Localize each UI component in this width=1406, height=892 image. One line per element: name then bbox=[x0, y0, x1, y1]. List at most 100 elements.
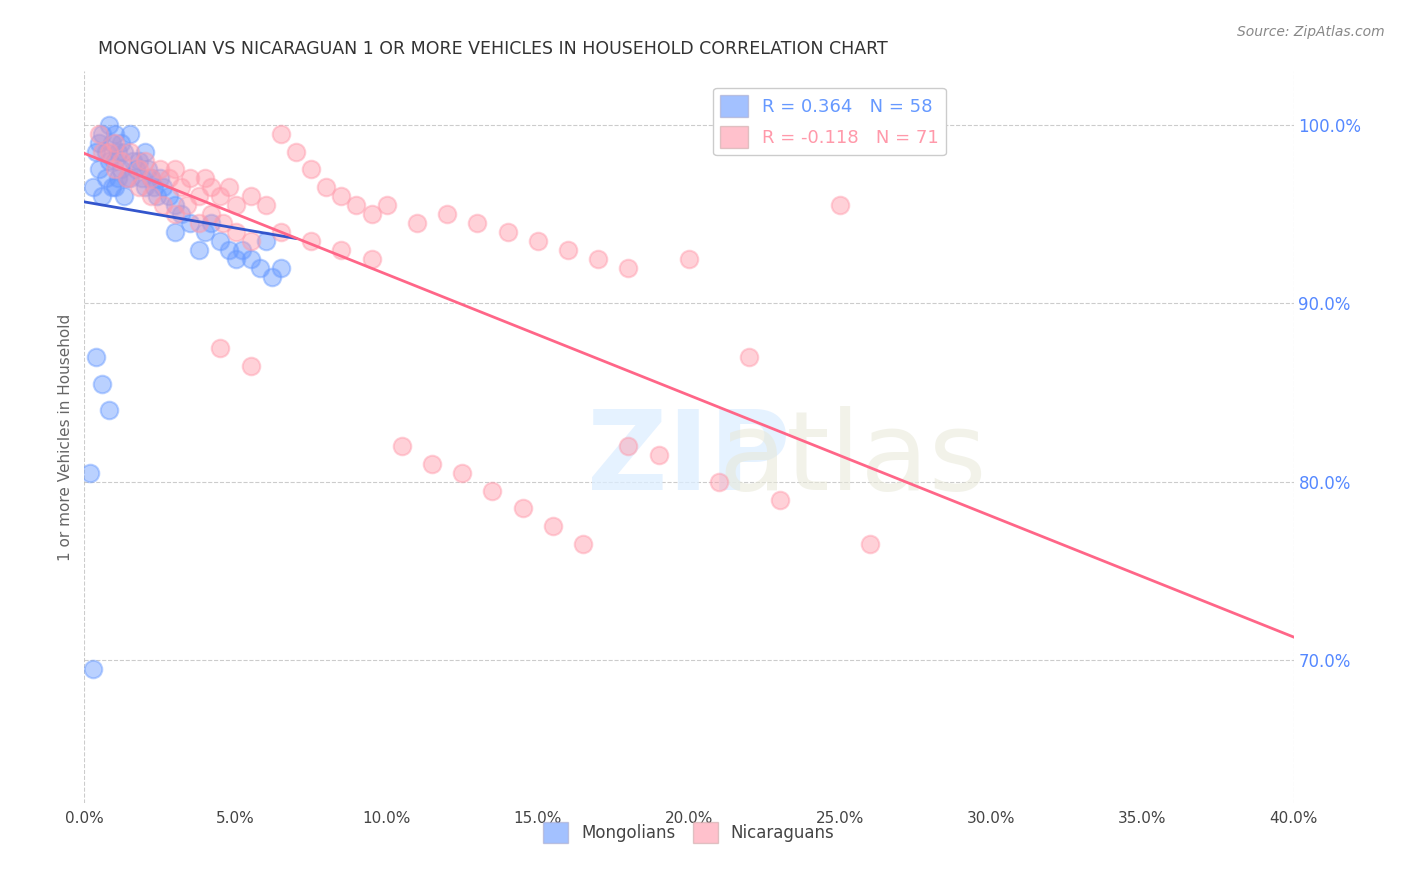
Point bbox=[112, 189, 135, 203]
Point bbox=[285, 145, 308, 159]
Point bbox=[179, 171, 201, 186]
Point bbox=[104, 162, 127, 177]
Point bbox=[165, 198, 187, 212]
Point bbox=[104, 136, 127, 150]
Point bbox=[134, 180, 156, 194]
Point bbox=[89, 136, 111, 150]
Point bbox=[270, 127, 292, 141]
Text: MONGOLIAN VS NICARAGUAN 1 OR MORE VEHICLES IN HOUSEHOLD CORRELATION CHART: MONGOLIAN VS NICARAGUAN 1 OR MORE VEHICL… bbox=[98, 40, 889, 58]
Point bbox=[128, 153, 150, 168]
Point bbox=[209, 234, 232, 248]
Point bbox=[170, 207, 193, 221]
Point bbox=[209, 341, 232, 355]
Point bbox=[209, 189, 232, 203]
Point bbox=[648, 448, 671, 462]
Point bbox=[218, 243, 240, 257]
Point bbox=[91, 145, 114, 159]
Point bbox=[420, 457, 443, 471]
Point bbox=[270, 225, 292, 239]
Point bbox=[82, 180, 104, 194]
Point bbox=[496, 225, 519, 239]
Y-axis label: 1 or more Vehicles in Household: 1 or more Vehicles in Household bbox=[58, 313, 73, 561]
Point bbox=[104, 153, 127, 168]
Point bbox=[225, 252, 247, 266]
Point bbox=[254, 234, 277, 248]
Point bbox=[118, 171, 141, 186]
Point bbox=[91, 376, 114, 391]
Point bbox=[299, 162, 322, 177]
Point bbox=[179, 216, 201, 230]
Point bbox=[375, 198, 398, 212]
Point bbox=[270, 260, 292, 275]
Point bbox=[110, 136, 132, 150]
Point bbox=[200, 180, 222, 194]
Point bbox=[82, 662, 104, 676]
Point bbox=[165, 162, 187, 177]
Point bbox=[139, 171, 162, 186]
Point bbox=[125, 162, 148, 177]
Point bbox=[315, 180, 337, 194]
Point bbox=[406, 216, 429, 230]
Point bbox=[194, 171, 217, 186]
Point bbox=[136, 162, 159, 177]
Point bbox=[360, 207, 382, 221]
Point bbox=[859, 537, 882, 551]
Point bbox=[254, 198, 277, 212]
Point bbox=[146, 189, 169, 203]
Point bbox=[200, 216, 222, 230]
Point bbox=[188, 216, 211, 230]
Point bbox=[128, 162, 150, 177]
Point bbox=[86, 145, 108, 159]
Point bbox=[110, 162, 132, 177]
Text: Source: ZipAtlas.com: Source: ZipAtlas.com bbox=[1237, 25, 1385, 39]
Point bbox=[128, 180, 150, 194]
Point bbox=[391, 439, 413, 453]
Point bbox=[188, 243, 211, 257]
Point bbox=[157, 171, 180, 186]
Point bbox=[139, 189, 162, 203]
Point bbox=[212, 216, 235, 230]
Point bbox=[239, 252, 262, 266]
Point bbox=[200, 207, 222, 221]
Point bbox=[139, 171, 162, 186]
Point bbox=[176, 198, 198, 212]
Point bbox=[100, 180, 122, 194]
Point bbox=[225, 225, 247, 239]
Point bbox=[188, 189, 211, 203]
Point bbox=[107, 171, 129, 186]
Point bbox=[541, 519, 564, 533]
Point bbox=[97, 145, 120, 159]
Point bbox=[86, 350, 108, 364]
Point bbox=[557, 243, 579, 257]
Point bbox=[121, 153, 143, 168]
Point bbox=[330, 243, 353, 257]
Point bbox=[104, 127, 127, 141]
Point bbox=[94, 145, 117, 159]
Point bbox=[97, 153, 120, 168]
Point bbox=[572, 537, 595, 551]
Point bbox=[239, 359, 262, 373]
Point bbox=[94, 171, 117, 186]
Point bbox=[260, 269, 283, 284]
Point bbox=[231, 243, 253, 257]
Point bbox=[769, 492, 792, 507]
Point bbox=[115, 171, 138, 186]
Point bbox=[249, 260, 271, 275]
Point bbox=[165, 225, 187, 239]
Point bbox=[97, 118, 120, 132]
Point bbox=[194, 225, 217, 239]
Point bbox=[134, 153, 156, 168]
Point bbox=[104, 180, 127, 194]
Point bbox=[100, 136, 122, 150]
Point bbox=[157, 189, 180, 203]
Text: ZIP: ZIP bbox=[588, 406, 790, 513]
Point bbox=[89, 162, 111, 177]
Point bbox=[527, 234, 550, 248]
Point bbox=[738, 350, 761, 364]
Point bbox=[79, 466, 101, 480]
Point bbox=[115, 171, 138, 186]
Point bbox=[617, 439, 640, 453]
Point bbox=[218, 180, 240, 194]
Point bbox=[131, 171, 153, 186]
Point bbox=[617, 260, 640, 275]
